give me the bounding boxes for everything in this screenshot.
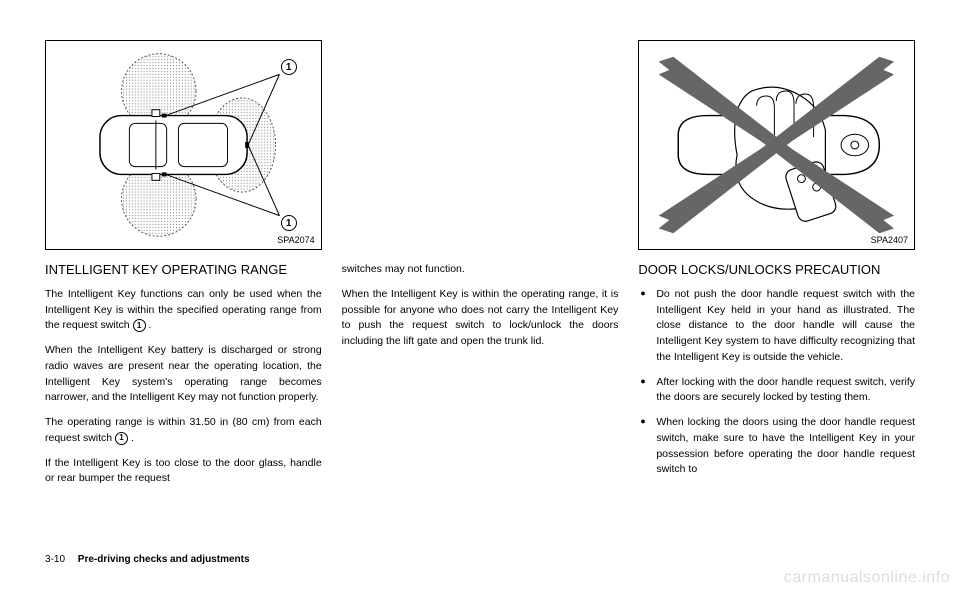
bullet-1: Do not push the door handle request swit…: [638, 287, 915, 366]
page-number: 3-10: [45, 554, 65, 565]
bullet-3: When locking the doors using the door ha…: [638, 415, 915, 478]
circle-1a: 1: [133, 319, 146, 332]
vehicle-range-diagram: [46, 41, 321, 249]
p-range-2: When the Intelligent Key battery is disc…: [45, 343, 322, 406]
figure-left-label: SPA2074: [277, 235, 314, 245]
p-range-3a: The operating range is within 31.50 in (…: [45, 416, 322, 444]
column-1: 1 1 SPA2074 INTELLIGENT KEY OPERATING RA…: [45, 40, 322, 530]
column-3: SPA2407 DOOR LOCKS/UNLOCKS PRECAUTION Do…: [638, 40, 915, 530]
p-range-3: The operating range is within 31.50 in (…: [45, 415, 322, 447]
figure-left: 1 1 SPA2074: [45, 40, 322, 250]
watermark: carmanualsonline.info: [784, 569, 950, 587]
p-range-1b: .: [146, 319, 152, 331]
figure-right: SPA2407: [638, 40, 915, 250]
column-2: switches may not function. When the Inte…: [342, 40, 619, 530]
heading-precaution: DOOR LOCKS/UNLOCKS PRECAUTION: [638, 262, 915, 279]
p-range-4: If the Intelligent Key is too close to t…: [45, 456, 322, 488]
p-range-1: The Intelligent Key functions can only b…: [45, 287, 322, 334]
circle-1b: 1: [115, 432, 128, 445]
page-content: 1 1 SPA2074 INTELLIGENT KEY OPERATING RA…: [45, 40, 915, 530]
p-cont-1: switches may not function.: [342, 262, 619, 278]
figure-right-label: SPA2407: [871, 235, 908, 245]
door-handle-diagram: [639, 41, 914, 249]
callout-1-top: 1: [281, 59, 297, 75]
callout-1-bottom: 1: [281, 215, 297, 231]
bullet-2: After locking with the door handle reque…: [638, 375, 915, 407]
precaution-list: Do not push the door handle request swit…: [638, 287, 915, 487]
p-cont-2: When the Intelligent Key is within the o…: [342, 287, 619, 350]
p-range-3b: .: [128, 432, 134, 444]
heading-range: INTELLIGENT KEY OPERATING RANGE: [45, 262, 322, 279]
section-title: Pre-driving checks and adjustments: [78, 554, 250, 565]
page-footer: 3-10 Pre-driving checks and adjustments: [45, 554, 250, 565]
p-range-1a: The Intelligent Key functions can only b…: [45, 288, 322, 332]
